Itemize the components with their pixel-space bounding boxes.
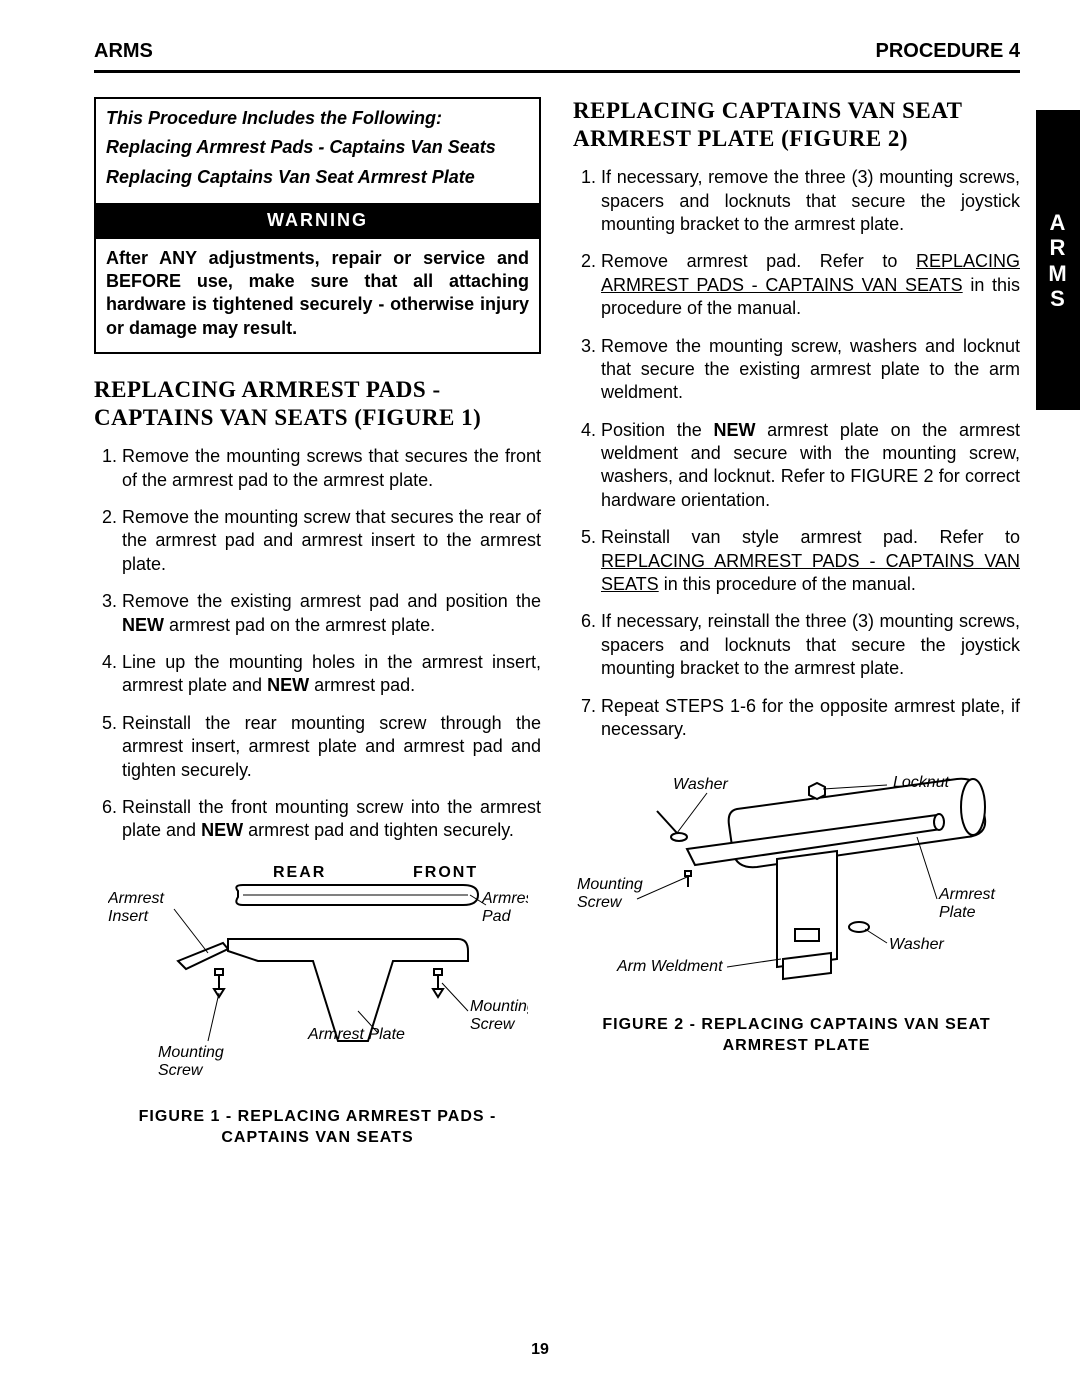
section2-title: REPLACING CAPTAINS VAN SEAT ARMREST PLAT… — [573, 97, 1020, 152]
fig2-label: ArmrestPlate — [938, 886, 996, 921]
figure2-caption: FIGURE 2 - REPLACING CAPTAINS VAN SEAT A… — [573, 1015, 1020, 1057]
page-number: 19 — [0, 1340, 1080, 1361]
fig1-label: ArmrestPad — [481, 890, 528, 925]
page: ARMS PROCEDURE 4 This Procedure Includes… — [0, 0, 1080, 1397]
fig1-label: Armrest Plate — [307, 1026, 405, 1043]
fig2-label: Locknut — [893, 774, 950, 791]
fig2-label: Washer — [889, 936, 945, 953]
step: Remove armrest pad. Refer to REPLACING A… — [601, 250, 1020, 320]
step: Remove the mounting screw, washers and l… — [601, 335, 1020, 405]
step: If necessary, remove the three (3) mount… — [601, 166, 1020, 236]
step: Line up the mounting holes in the armres… — [122, 651, 541, 698]
fig1-rear: REAR — [273, 864, 326, 881]
header-left: ARMS — [94, 38, 153, 64]
header-right: PROCEDURE 4 — [876, 38, 1020, 64]
page-header: ARMS PROCEDURE 4 — [94, 38, 1020, 73]
columns: This Procedure Includes the Following: R… — [94, 97, 1020, 1148]
step: Reinstall the front mounting screw into … — [122, 796, 541, 843]
includes-intro: This Procedure Includes the Following: — [106, 107, 529, 130]
fig2-label: Arm Weldment — [616, 958, 723, 975]
section2-steps: If necessary, remove the three (3) mount… — [573, 166, 1020, 741]
includes-line: Replacing Captains Van Seat Armrest Plat… — [106, 166, 529, 189]
warning-body: After ANY adjustments, repair or service… — [94, 239, 541, 355]
figure1-caption: FIGURE 1 - REPLACING ARMREST PADS - CAPT… — [94, 1107, 541, 1149]
step: Reinstall van style armrest pad. Refer t… — [601, 526, 1020, 596]
step: Remove the mounting screws that secures … — [122, 445, 541, 492]
fig1-label: MountingScrew — [158, 1044, 224, 1079]
left-column: This Procedure Includes the Following: R… — [94, 97, 541, 1148]
fig1-label: ArmrestInsert — [108, 890, 165, 925]
figure-1: REAR FRONT — [94, 861, 541, 1149]
warning-title: WARNING — [94, 203, 541, 238]
includes-box: This Procedure Includes the Following: R… — [94, 97, 541, 203]
step: Remove the mounting screw that secures t… — [122, 506, 541, 576]
section1-steps: Remove the mounting screws that secures … — [94, 445, 541, 842]
step: Remove the existing armrest pad and posi… — [122, 590, 541, 637]
fig2-label: Washer — [673, 776, 729, 793]
step: Reinstall the rear mounting screw throug… — [122, 712, 541, 782]
includes-line: Replacing Armrest Pads - Captains Van Se… — [106, 136, 529, 159]
section1-title: REPLACING ARMREST PADS - CAPTAINS VAN SE… — [94, 376, 541, 431]
fig1-label: MountingScrew — [470, 998, 528, 1033]
step: If necessary, reinstall the three (3) mo… — [601, 610, 1020, 680]
fig2-label: MountingScrew — [577, 876, 643, 911]
step: Repeat STEPS 1-6 for the opposite armres… — [601, 695, 1020, 742]
right-column: REPLACING CAPTAINS VAN SEAT ARMREST PLAT… — [573, 97, 1020, 1148]
step: Position the NEW armrest plate on the ar… — [601, 419, 1020, 513]
fig1-front: FRONT — [413, 864, 478, 881]
figure-2: Washer Locknut MountingScrew ArmrestPlat… — [573, 759, 1020, 1057]
